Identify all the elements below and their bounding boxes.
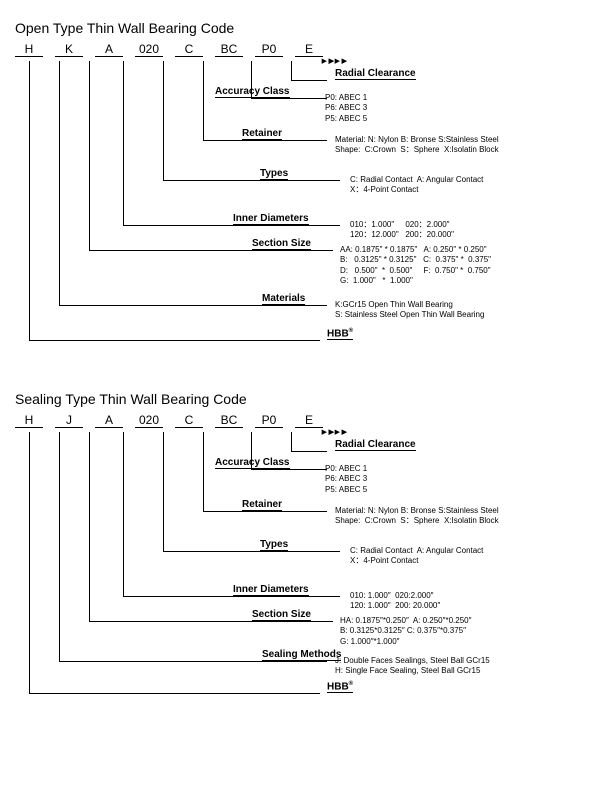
code-segment: BC (215, 413, 243, 428)
code-segment: E (295, 42, 323, 57)
row-description: C: Radial Contact A: Angular Contact X：4… (350, 175, 483, 196)
connector-line (29, 61, 320, 341)
code-row: HKA 020 C BC P0 E (15, 42, 585, 57)
code-segment: J (55, 413, 83, 428)
code-segment: H (15, 42, 43, 57)
code-segment: BC (215, 42, 243, 57)
code-segment: C (175, 413, 203, 428)
row-label: Radial Clearance (335, 439, 416, 451)
row-description: HA: 0.1875″*0.250″ A: 0.250″*0.250″ B: 0… (340, 616, 471, 647)
tree-lines: Radial ClearanceAccuracy ClassP0: ABEC 1… (15, 432, 585, 712)
code-segment: P0 (255, 42, 283, 57)
row-label: HBB® (327, 328, 353, 340)
open-type-diagram: Open Type Thin Wall Bearing Code HKA 020 C… (15, 20, 585, 361)
row-description: Material: N: Nylon B: Bronse S:Stainless… (335, 135, 499, 156)
code-segment: P0 (255, 413, 283, 428)
sealing-type-diagram: Sealing Type Thin Wall Bearing Code HJA0… (15, 391, 585, 712)
row-description: J: Double Faces Sealings, Steel Ball GCr… (335, 656, 490, 677)
code-segment: K (55, 42, 83, 57)
row-description: 010：1.000" 020：2.000" 120：12.000" 200：20… (350, 220, 454, 241)
row-description: 010: 1.000″ 020:2.000″ 120: 1.000″ 200: … (350, 591, 440, 612)
row-label: Radial Clearance (335, 68, 416, 80)
diagram-title: Sealing Type Thin Wall Bearing Code (15, 391, 585, 407)
connector-line (29, 432, 320, 694)
code-segment: H (15, 413, 43, 428)
row-description: K:GCr15 Open Thin Wall Bearing S: Stainl… (335, 300, 484, 321)
diagram-title: Open Type Thin Wall Bearing Code (15, 20, 585, 36)
code-segment: A (95, 413, 123, 428)
code-segment: A (95, 42, 123, 57)
row-description: Material: N: Nylon B: Bronse S:Stainless… (335, 506, 499, 527)
row-label: HBB® (327, 681, 353, 693)
code-row: HJA 020 C BC P0 E (15, 413, 585, 428)
row-description: AA: 0.1875" * 0.1875" A: 0.250" * 0.250"… (340, 245, 491, 287)
tree-lines: Radial ClearanceAccuracy ClassP0: ABEC 1… (15, 61, 585, 361)
code-segment: 020 (135, 42, 163, 57)
code-segment: 020 (135, 413, 163, 428)
code-segment: C (175, 42, 203, 57)
code-segment: E (295, 413, 323, 428)
row-description: C: Radial Contact A: Angular Contact X：4… (350, 546, 483, 567)
